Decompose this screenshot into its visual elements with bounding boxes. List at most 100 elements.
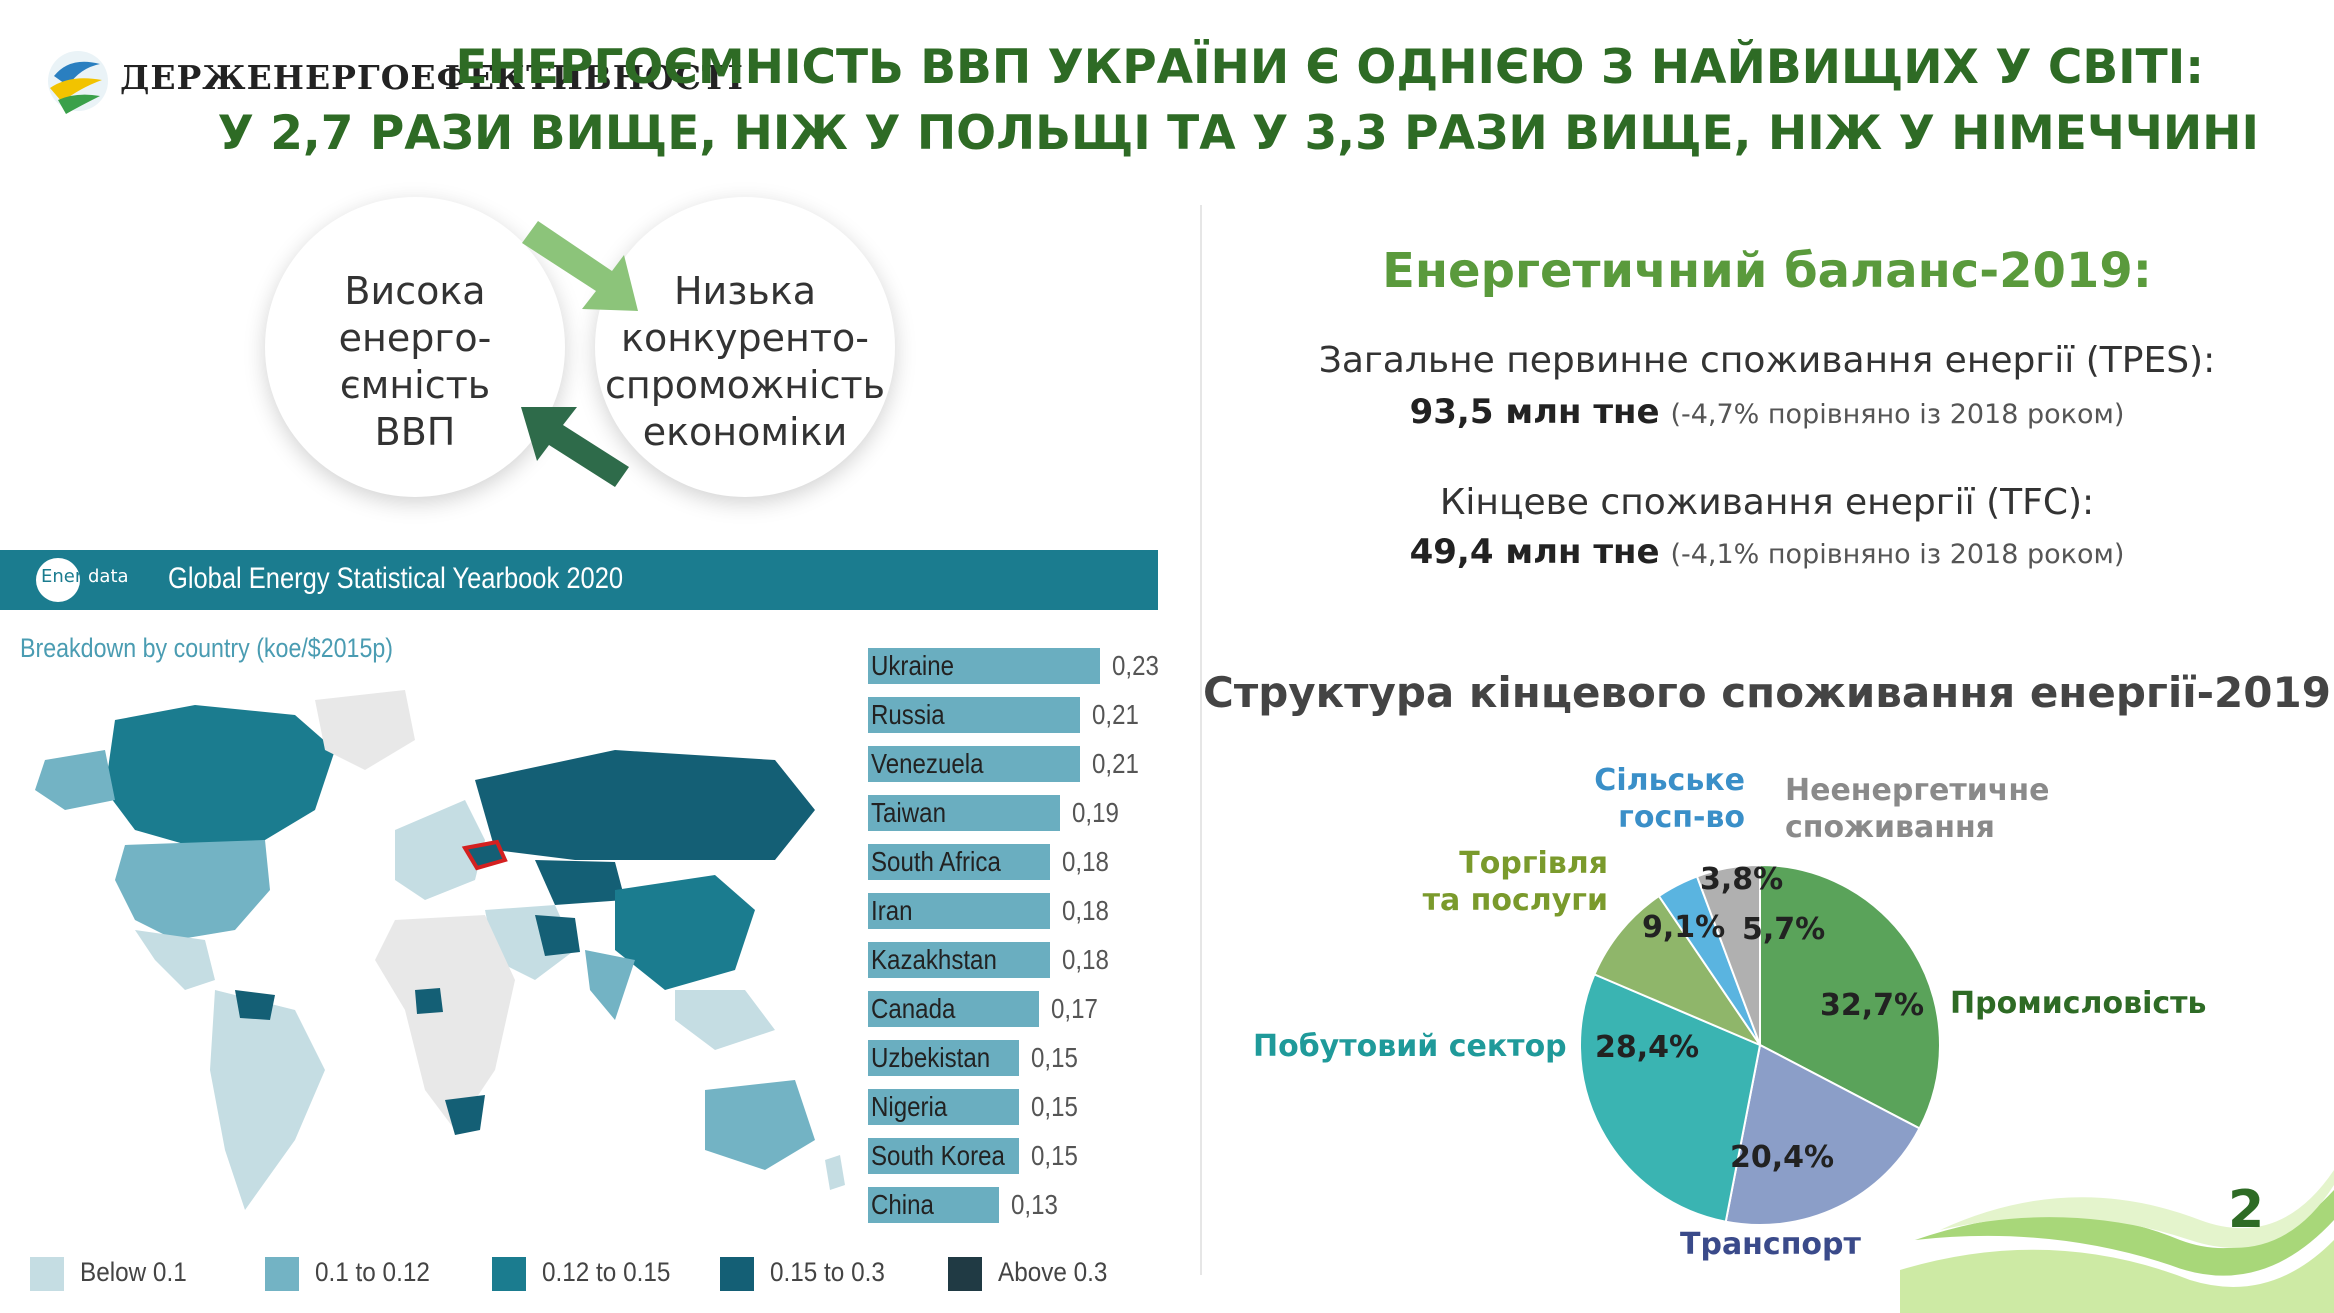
bar-value-label: 0,13 bbox=[1011, 1189, 1058, 1220]
cycle-circle-right bbox=[595, 197, 895, 497]
pie-slice-household bbox=[1579, 973, 1762, 1223]
pie-label-industry: Промисловість bbox=[1950, 986, 2207, 1021]
bar-nigeria bbox=[868, 1089, 1020, 1125]
map-iran bbox=[535, 915, 580, 956]
bar-value-label: 0,18 bbox=[1061, 944, 1109, 975]
map-africa bbox=[375, 915, 515, 1130]
map-mexico bbox=[135, 930, 215, 990]
legend-swatch bbox=[948, 1257, 982, 1291]
pie-slice-transport bbox=[1724, 1043, 1921, 1226]
map-russia bbox=[475, 750, 815, 860]
bar-uzbekistan bbox=[868, 1040, 1020, 1076]
tpes-label: Загальне первинне споживання енергії (TP… bbox=[1318, 340, 2216, 381]
tpes-line: 93,5 млн тне (-4,7% порівняно із 2018 ро… bbox=[1200, 392, 2334, 432]
pie-label-nonenergy: Неенергетичне споживання bbox=[1785, 773, 2050, 845]
pie-pct-nonenergy: 5,7% bbox=[1742, 912, 1826, 947]
page-title-line2: У 2,7 РАЗИ ВИЩЕ, НІЖ У ПОЛЬЩІ ТА У 3,3 Р… bbox=[217, 106, 2259, 161]
legend-swatch bbox=[30, 1257, 64, 1291]
bar-value-label: 0,18 bbox=[1061, 895, 1109, 926]
bar-south-africa bbox=[868, 844, 1050, 880]
page-number: 2 bbox=[2228, 1180, 2265, 1240]
bar-value-label: 0,15 bbox=[1031, 1091, 1079, 1122]
world-map bbox=[35, 690, 845, 1210]
enerdata-banner: Ener data Global Energy Statistical Year… bbox=[0, 550, 1158, 610]
bar-label: South Korea bbox=[871, 1140, 1005, 1171]
cycle-left-text: Висока енерго- ємність ВВП bbox=[338, 269, 492, 454]
bar-venezuela bbox=[868, 746, 1080, 782]
country-bar-chart: Ukraine 0,23 Russia 0,21 Venezuela 0,21 Taiwan… bbox=[860, 648, 1190, 1233]
map-se-asia bbox=[675, 990, 775, 1050]
pie-slice-nonenergy bbox=[1695, 863, 1761, 1046]
map-europe bbox=[395, 800, 485, 900]
map-subtitle: Breakdown by country (koe/$2015p) bbox=[20, 633, 394, 663]
bar-value-label: 0,15 bbox=[1031, 1042, 1079, 1073]
legend-swatch bbox=[492, 1257, 526, 1291]
pie-label-household: Побутовий сектор bbox=[1253, 1029, 1567, 1064]
balance-title: Енергетичний баланс-2019: bbox=[1382, 243, 2152, 299]
map-ukraine bbox=[461, 839, 508, 871]
pie-slice-trade bbox=[1593, 894, 1763, 1048]
map-legend: Below 0.1 0.1 to 0.12 0.12 to 0.15 0.15 … bbox=[30, 1255, 1160, 1295]
map-south-america bbox=[210, 990, 325, 1210]
map-usa bbox=[115, 840, 270, 940]
legend-label: 0.1 to 0.12 bbox=[315, 1257, 430, 1287]
pie-slice-industry bbox=[1759, 863, 1941, 1130]
bar-taiwan bbox=[868, 795, 1060, 831]
legend-label: Above 0.3 bbox=[998, 1257, 1108, 1287]
pie-label-transport: Транспорт bbox=[1680, 1227, 1861, 1262]
bar-label: Russia bbox=[871, 699, 945, 730]
bar-value-label: 0,18 bbox=[1061, 846, 1109, 877]
cycle-arrow-right-icon bbox=[522, 221, 638, 311]
map-venezuela bbox=[235, 990, 275, 1020]
map-greenland bbox=[315, 690, 415, 770]
map-nigeria bbox=[415, 988, 443, 1014]
continents bbox=[35, 690, 845, 1210]
map-india bbox=[585, 950, 635, 1020]
bar-value-label: 0,23 bbox=[1112, 650, 1159, 681]
decorative-wave bbox=[1900, 1170, 2334, 1313]
enerdata-logo bbox=[36, 558, 80, 602]
cycle-arrow-left-icon bbox=[521, 407, 629, 487]
logo-globe-icon bbox=[48, 51, 108, 114]
map-new-zealand bbox=[825, 1155, 845, 1190]
bar-russia bbox=[868, 697, 1080, 733]
bar-canada bbox=[868, 991, 1040, 1027]
enerdata-title: Global Energy Statistical Yearbook 2020 bbox=[168, 562, 624, 595]
pie-pct-household: 28,4% bbox=[1595, 1030, 1700, 1065]
tfc-line: 49,4 млн тне (-4,1% порівняно із 2018 ро… bbox=[1200, 532, 2334, 572]
map-australia bbox=[705, 1080, 815, 1170]
bar-value-label: 0,21 bbox=[1091, 748, 1139, 779]
column-divider bbox=[1200, 205, 1202, 1275]
bar-label: China bbox=[871, 1189, 934, 1220]
legend-label: 0.15 to 0.3 bbox=[770, 1257, 885, 1287]
bar-label: Ukraine bbox=[871, 650, 954, 681]
bar-south-korea bbox=[868, 1138, 1020, 1174]
bar-label: Kazakhstan bbox=[871, 944, 997, 975]
bar-value-label: 0,19 bbox=[1071, 797, 1119, 828]
tpes-value: 93,5 млн тне bbox=[1409, 392, 1660, 432]
cycle-right-text: Низька конкуренто- спроможність економік… bbox=[604, 269, 886, 454]
pie-pct-agriculture: 3,8% bbox=[1700, 862, 1784, 897]
page-title-line1: ЕНЕРГОЄМНІСТЬ ВВП УКРАЇНИ Є ОДНІЄЮ З НАЙ… bbox=[455, 40, 2204, 95]
consumption-pie-chart bbox=[1579, 863, 1941, 1226]
bar-label: South Africa bbox=[871, 846, 1001, 877]
cycle-circle-left bbox=[265, 197, 565, 497]
legend-label: 0.12 to 0.15 bbox=[542, 1257, 671, 1287]
logo-text: ДЕРЖЕНЕРГОЕФЕКТИВНОСТІ bbox=[120, 58, 744, 97]
bar-china bbox=[868, 1187, 1000, 1223]
bar-label: Venezuela bbox=[871, 748, 984, 779]
bar-label: Uzbekistan bbox=[871, 1042, 991, 1073]
map-alaska bbox=[35, 750, 115, 810]
bar-value-label: 0,15 bbox=[1031, 1140, 1079, 1171]
bar-iran bbox=[868, 893, 1050, 929]
pie-pct-industry: 32,7% bbox=[1820, 988, 1925, 1023]
map-china bbox=[615, 875, 755, 990]
map-canada bbox=[105, 705, 335, 850]
pie-pct-transport: 20,4% bbox=[1730, 1140, 1835, 1175]
pie-label-agriculture: Сільське госп-во bbox=[1594, 763, 1745, 835]
tfc-label: Кінцеве споживання енергії (TFC): bbox=[1439, 482, 2095, 523]
enerdata-logo-text2: data bbox=[88, 566, 129, 587]
enerdata-logo-text1: Ener bbox=[41, 566, 83, 587]
legend-swatch bbox=[265, 1257, 299, 1291]
pie-pct-trade: 9,1% bbox=[1642, 910, 1726, 945]
